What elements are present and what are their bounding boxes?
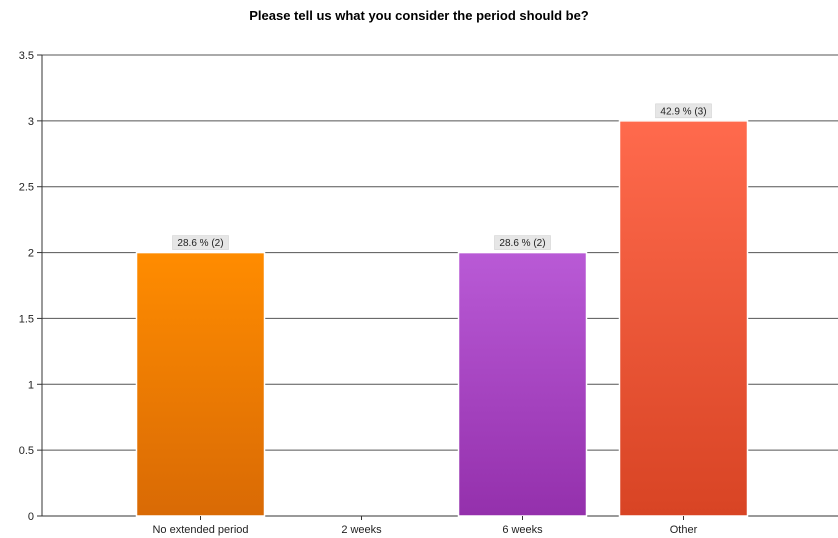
chart-title: Please tell us what you consider the per… — [249, 8, 589, 23]
data-label-box — [655, 103, 712, 119]
y-tick-label: 2 — [28, 248, 34, 260]
data-label: 28.6 % (2) — [499, 238, 545, 249]
y-tick-label: 0 — [28, 511, 34, 523]
x-tick-label: Other — [670, 524, 698, 536]
y-tick-label: 3 — [28, 116, 34, 128]
data-label-box — [494, 235, 551, 250]
y-tick-label: 0.5 — [19, 445, 34, 457]
bar — [135, 251, 266, 517]
bar — [618, 120, 749, 517]
bar — [457, 251, 588, 517]
x-tick-label: 2 weeks — [341, 524, 382, 536]
y-tick-label: 2.5 — [19, 182, 34, 194]
y-tick-label: 3.5 — [19, 50, 34, 62]
y-tick-label: 1 — [28, 379, 34, 391]
x-tick-label: No extended period — [152, 524, 248, 536]
data-label: 42.9 % (3) — [660, 106, 706, 117]
data-label-box — [172, 235, 229, 250]
data-label: 28.6 % (2) — [177, 238, 223, 249]
y-tick-label: 1.5 — [19, 313, 34, 325]
x-tick-label: 6 weeks — [502, 524, 543, 536]
